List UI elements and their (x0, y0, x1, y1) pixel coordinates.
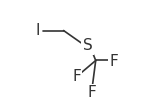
Text: F: F (87, 85, 96, 100)
Text: F: F (109, 54, 118, 69)
Text: F: F (72, 69, 81, 84)
Text: I: I (35, 23, 40, 38)
Text: S: S (83, 38, 92, 53)
